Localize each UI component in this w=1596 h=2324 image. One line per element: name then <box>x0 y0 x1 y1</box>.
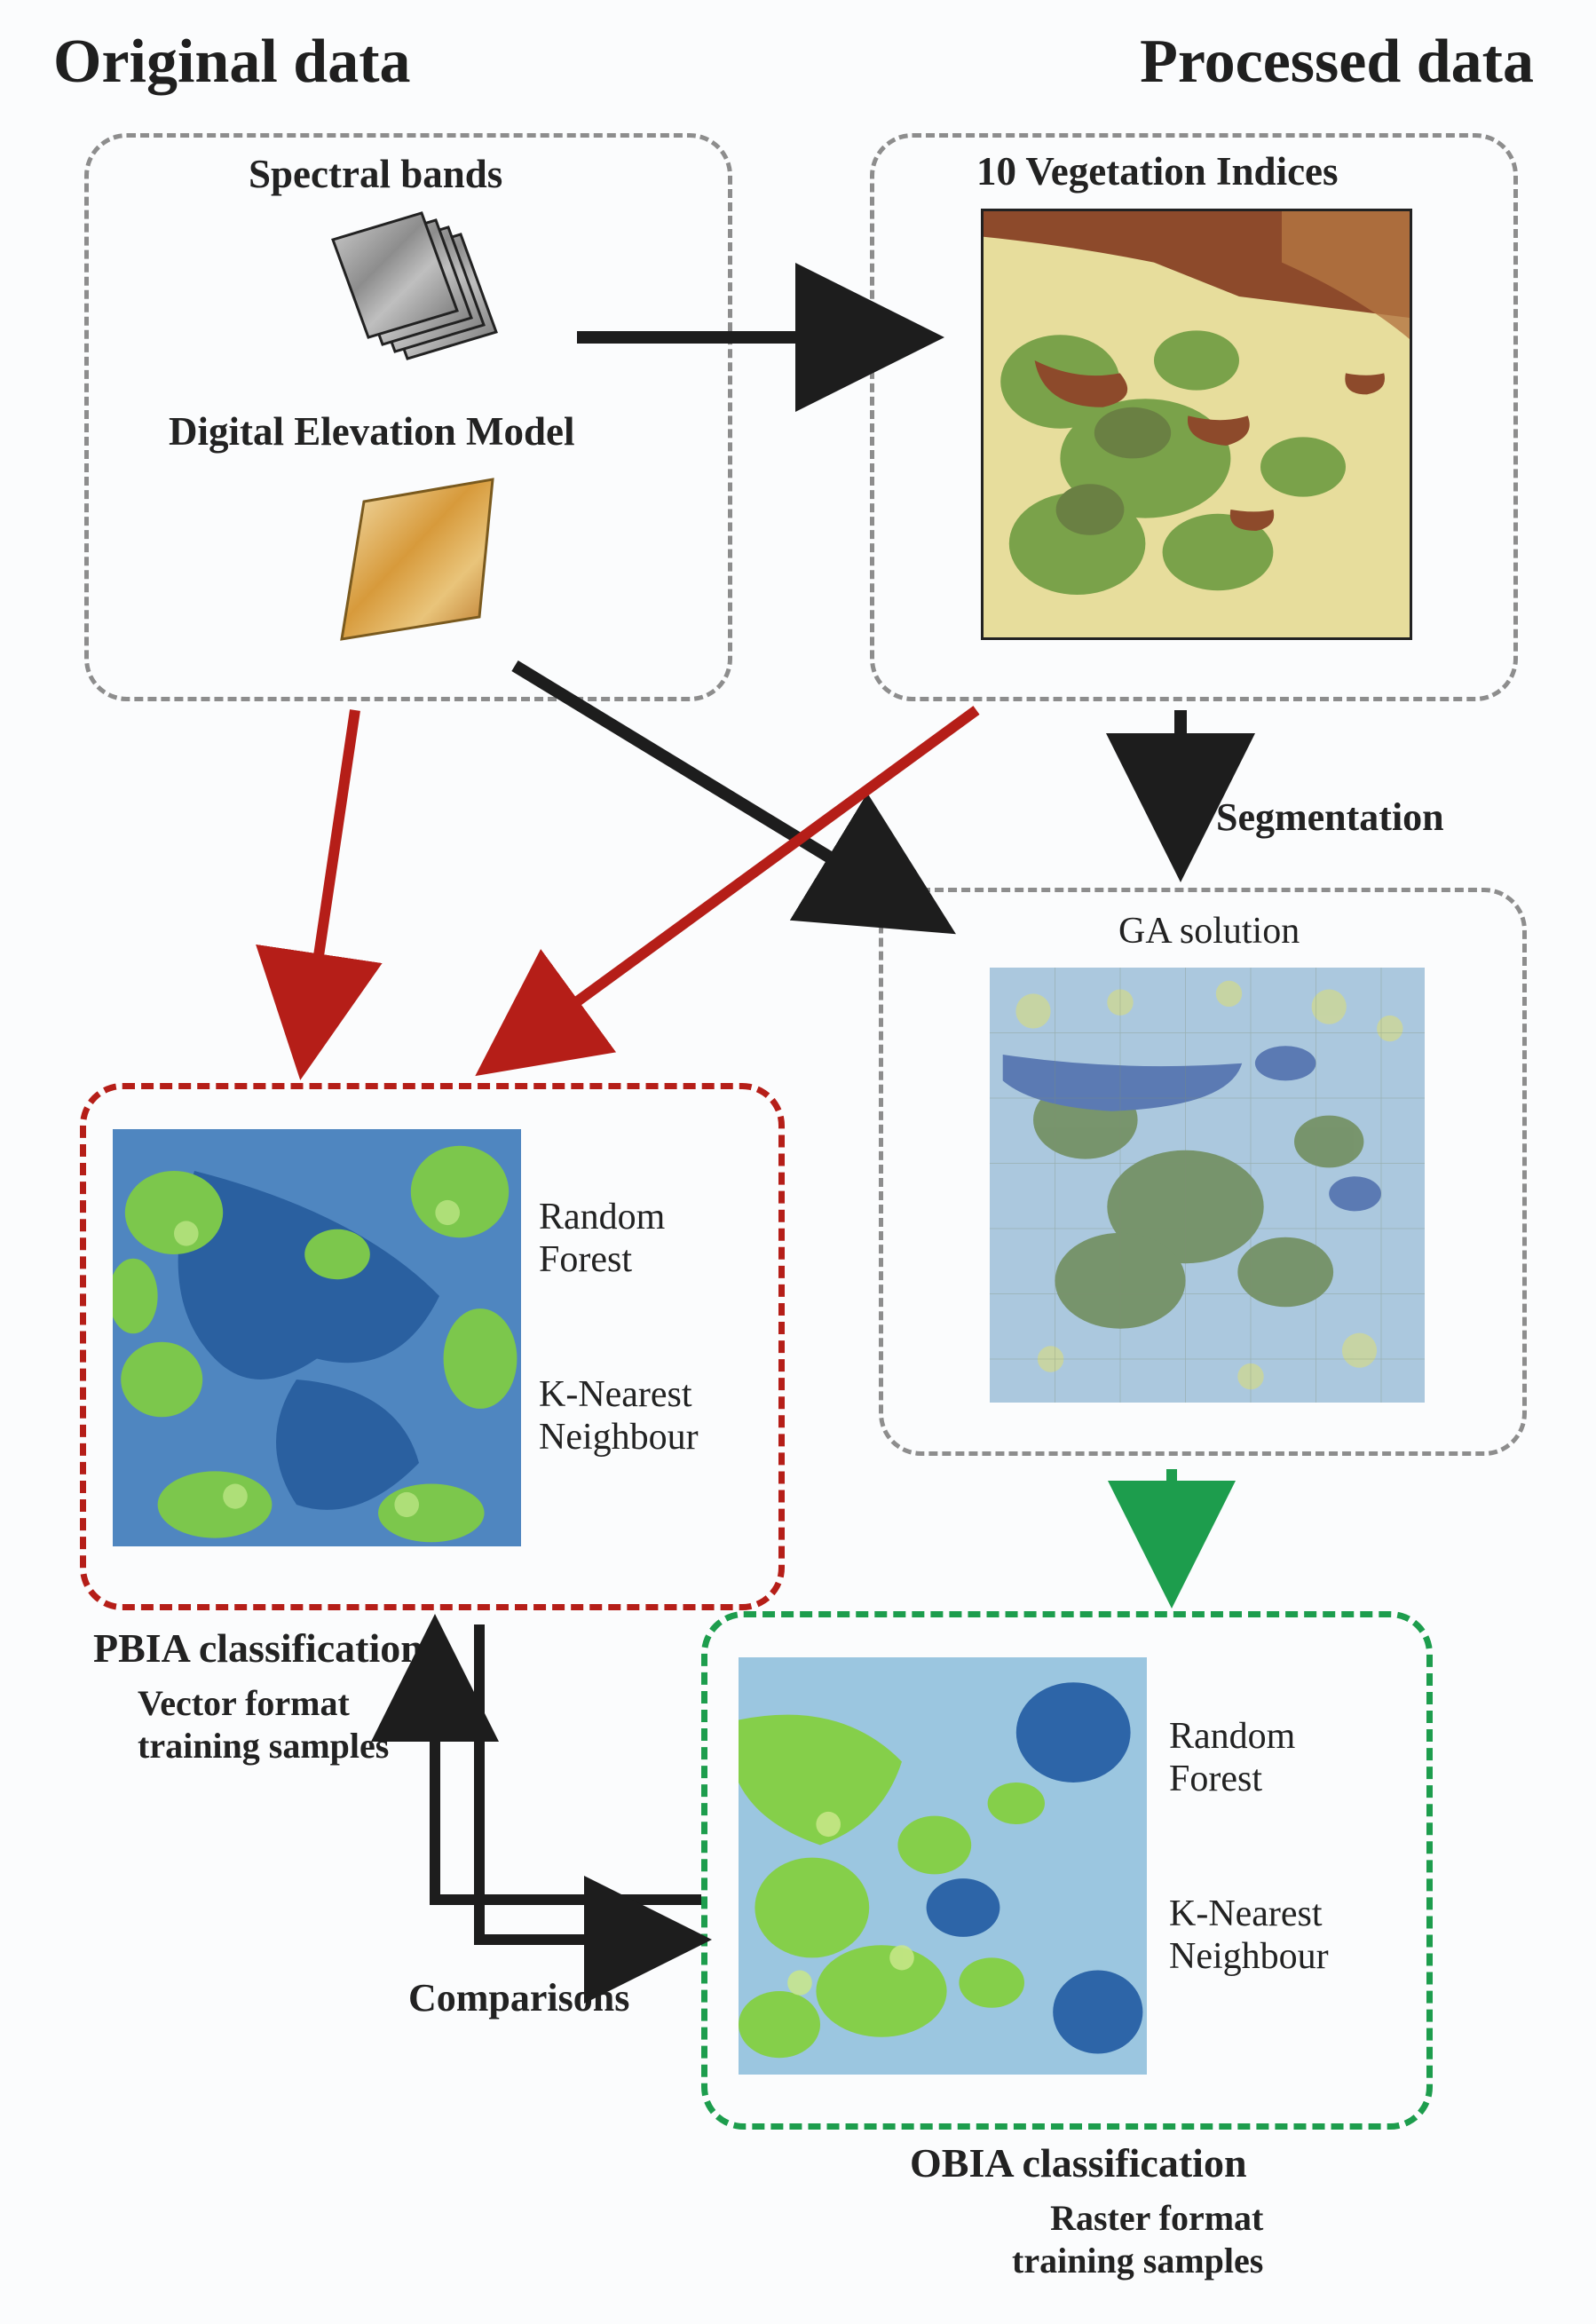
arrow-compare-to-obia <box>479 1624 701 1940</box>
arrow-layer <box>0 0 1596 2324</box>
diagram-canvas: Original data Processed data Spectral ba… <box>0 0 1596 2324</box>
arrow-dem-to-pbia <box>302 710 355 1070</box>
arrow-vi-to-pbia <box>484 710 976 1070</box>
